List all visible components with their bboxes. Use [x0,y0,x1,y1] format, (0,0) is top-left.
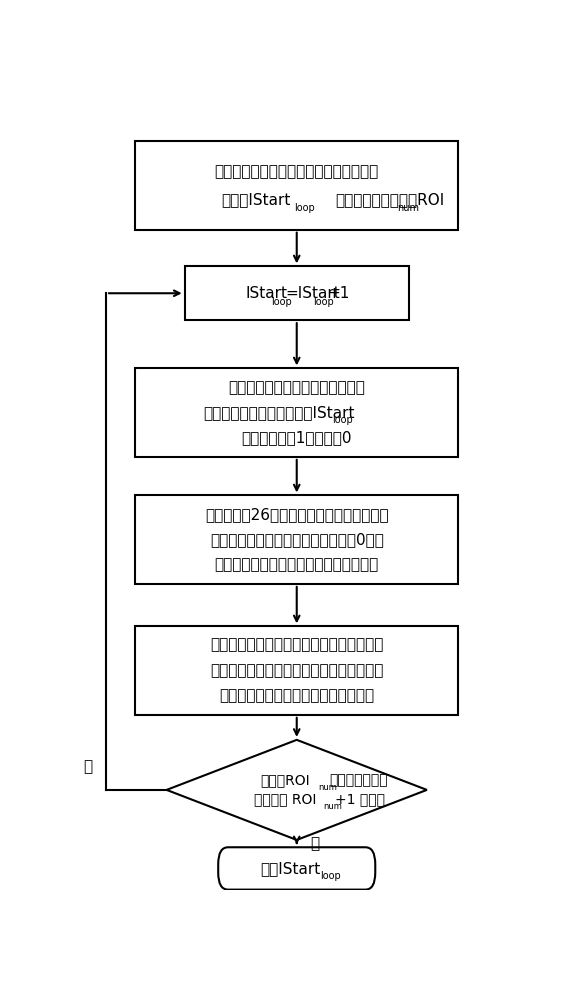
Text: 中相连的结构得到标记矩阵：标记为0的体: 中相连的结构得到标记矩阵：标记为0的体 [210,532,384,547]
Text: 输出IStart: 输出IStart [260,861,320,876]
Text: 和感兴趣结构的数目ROI: 和感兴趣结构的数目ROI [335,192,444,207]
Text: loop: loop [321,871,341,881]
Bar [185,266,409,320]
Text: loop: loop [313,297,334,307]
Text: 根据体素的26邻域的连通性标记二值体数据: 根据体素的26邻域的连通性标记二值体数据 [205,507,389,522]
Text: num: num [397,203,419,213]
Text: 原始体数据，用户设置的传递函数的最小: 原始体数据，用户设置的传递函数的最小 [215,164,379,179]
Text: 素代表背景，正整数代表不同的相连类别: 素代表背景，正整数代表不同的相连类别 [215,558,379,573]
Text: 数对类别按照降幂利用快速排序法排序: 数对类别按照降幂利用快速排序法排序 [219,688,374,703]
Text: IStart: IStart [245,286,287,301]
Bar [135,626,459,715]
Bar [135,141,459,230]
Text: 素的个数，然后根据每个类别含有体素的个: 素的个数，然后根据每个类别含有体素的个 [210,663,383,678]
Text: 转换二值体数据：将既属于用户设: 转换二值体数据：将既属于用户设 [228,380,365,395]
Bar [135,368,459,457]
Text: 类的体素个数远: 类的体素个数远 [329,773,388,787]
Text: 远大于第 ROI: 远大于第 ROI [254,793,317,807]
Polygon shape [167,740,427,840]
Text: =IStart: =IStart [285,286,340,301]
FancyBboxPatch shape [218,847,375,890]
Text: 位于第ROI: 位于第ROI [261,773,310,787]
Text: 灰度值IStart: 灰度值IStart [222,192,291,207]
Text: 置的传递函数范围又不小于IStart: 置的传递函数范围又不小于IStart [203,405,354,420]
Text: num: num [318,783,337,792]
Text: +1: +1 [328,286,350,301]
Bar [135,495,459,584]
Text: 遍历新得到的标记矩阵，统计不同类别的体: 遍历新得到的标记矩阵，统计不同类别的体 [210,638,383,653]
Text: 否: 否 [83,759,93,774]
Text: loop: loop [332,415,353,425]
Text: +1 的个数: +1 的个数 [335,793,385,807]
Text: loop: loop [295,203,315,213]
Text: loop: loop [271,297,292,307]
Text: 是: 是 [310,836,319,851]
Text: num: num [324,802,343,811]
Text: 的体素设置为1，否则为0: 的体素设置为1，否则为0 [241,431,352,446]
